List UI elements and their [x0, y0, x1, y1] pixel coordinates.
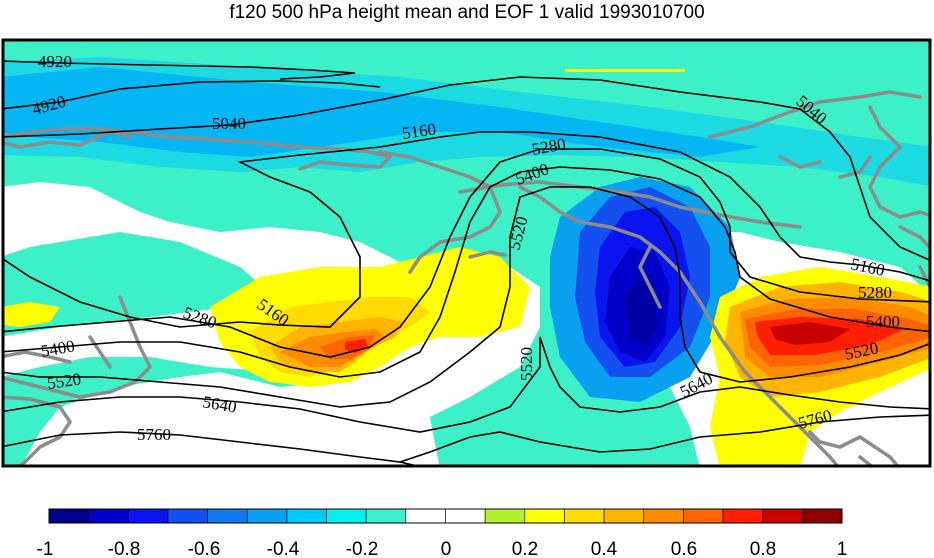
colorbar-box: [683, 508, 724, 524]
height-contours: [3, 60, 930, 466]
colorbar-tick-label: -1: [37, 539, 54, 558]
colorbar-box: [88, 508, 129, 524]
colorbar-tick-label: -0.2: [346, 539, 379, 558]
contour-5520: [3, 186, 930, 408]
contour-label: 4920: [38, 52, 72, 71]
contour-5280: [3, 148, 930, 358]
colorbar-box: [128, 508, 169, 524]
contour-label: 5520: [46, 369, 82, 393]
colorbar-tick-label: 0: [441, 539, 452, 558]
contour-5640: [3, 336, 930, 433]
colorbar-tick-label: -0.6: [188, 539, 221, 558]
contour-label: 5280: [858, 283, 892, 302]
colorbar-tick-label: -0.8: [108, 539, 141, 558]
contour-4920-b: [3, 80, 381, 110]
shade-neg-1b: [625, 277, 658, 347]
colorbar-box: [722, 508, 763, 524]
contour-5040: [3, 76, 930, 262]
colorbar-tick-label: 0.8: [750, 539, 776, 558]
contour-label: 5520: [517, 347, 536, 381]
contour-5160: [3, 131, 930, 328]
colorbar-tick-label: 0.2: [512, 539, 538, 558]
colorbar-box: [207, 508, 248, 524]
contour-4920-a: [3, 60, 356, 80]
colorbar-box: [643, 508, 684, 524]
contour-5400: [3, 166, 930, 378]
contour-5760: [3, 414, 930, 463]
shade-neg-0.2c: [470, 382, 679, 466]
colorbar-box: [484, 508, 526, 524]
shade-pos-top-yellow: [565, 69, 685, 72]
map-frame: [1, 38, 932, 468]
colorbar-box: [405, 508, 446, 524]
colorbar-box: [167, 508, 208, 524]
shade-pos-0.2-small: [3, 302, 60, 327]
colorbar-box: [524, 508, 565, 524]
shade-pos-0.9-right: [770, 322, 850, 345]
colorbar-box: [365, 508, 407, 524]
colorbar-tick-label: 0.6: [671, 539, 697, 558]
colorbar-tick-label: 0.4: [591, 539, 618, 558]
colorbar-box: [564, 508, 605, 524]
colorbar-boxes: [48, 508, 843, 524]
colorbar: -1 -0.8 -0.6 -0.4 -0.2 0 0.2 0.4 0.6 0.8…: [37, 508, 848, 558]
colorbar-box: [326, 508, 367, 524]
colorbar-tick-label: -0.4: [267, 539, 300, 558]
map-title: f120 500 hPa height mean and EOF 1 valid…: [229, 2, 705, 23]
colorbar-ticks: -1 -0.8 -0.6 -0.4 -0.2 0 0.2 0.4 0.6 0.8…: [37, 539, 848, 558]
colorbar-box: [246, 508, 288, 524]
colorbar-box: [445, 508, 486, 524]
contour-label: 5400: [866, 312, 900, 331]
contour-labels: 4920 4920 5040 5040 5160 5160 5160 5280 …: [30, 52, 900, 444]
contour-label: 5040: [212, 114, 246, 133]
colorbar-frame: [48, 508, 843, 524]
colorbar-box: [48, 508, 89, 524]
colorbar-box: [802, 508, 843, 524]
coastlines: [3, 90, 930, 466]
eof-height-map: 4920 4920 5040 5040 5160 5160 5160 5280 …: [1, 38, 932, 468]
contour-label: 5760: [137, 425, 171, 444]
colorbar-tick-label: 1: [837, 539, 848, 558]
colorbar-box: [762, 508, 803, 524]
colorbar-box: [286, 508, 327, 524]
contour-label: 5160: [401, 119, 437, 143]
colorbar-box: [603, 508, 645, 524]
shade-neg-0.2-top: [3, 57, 930, 187]
